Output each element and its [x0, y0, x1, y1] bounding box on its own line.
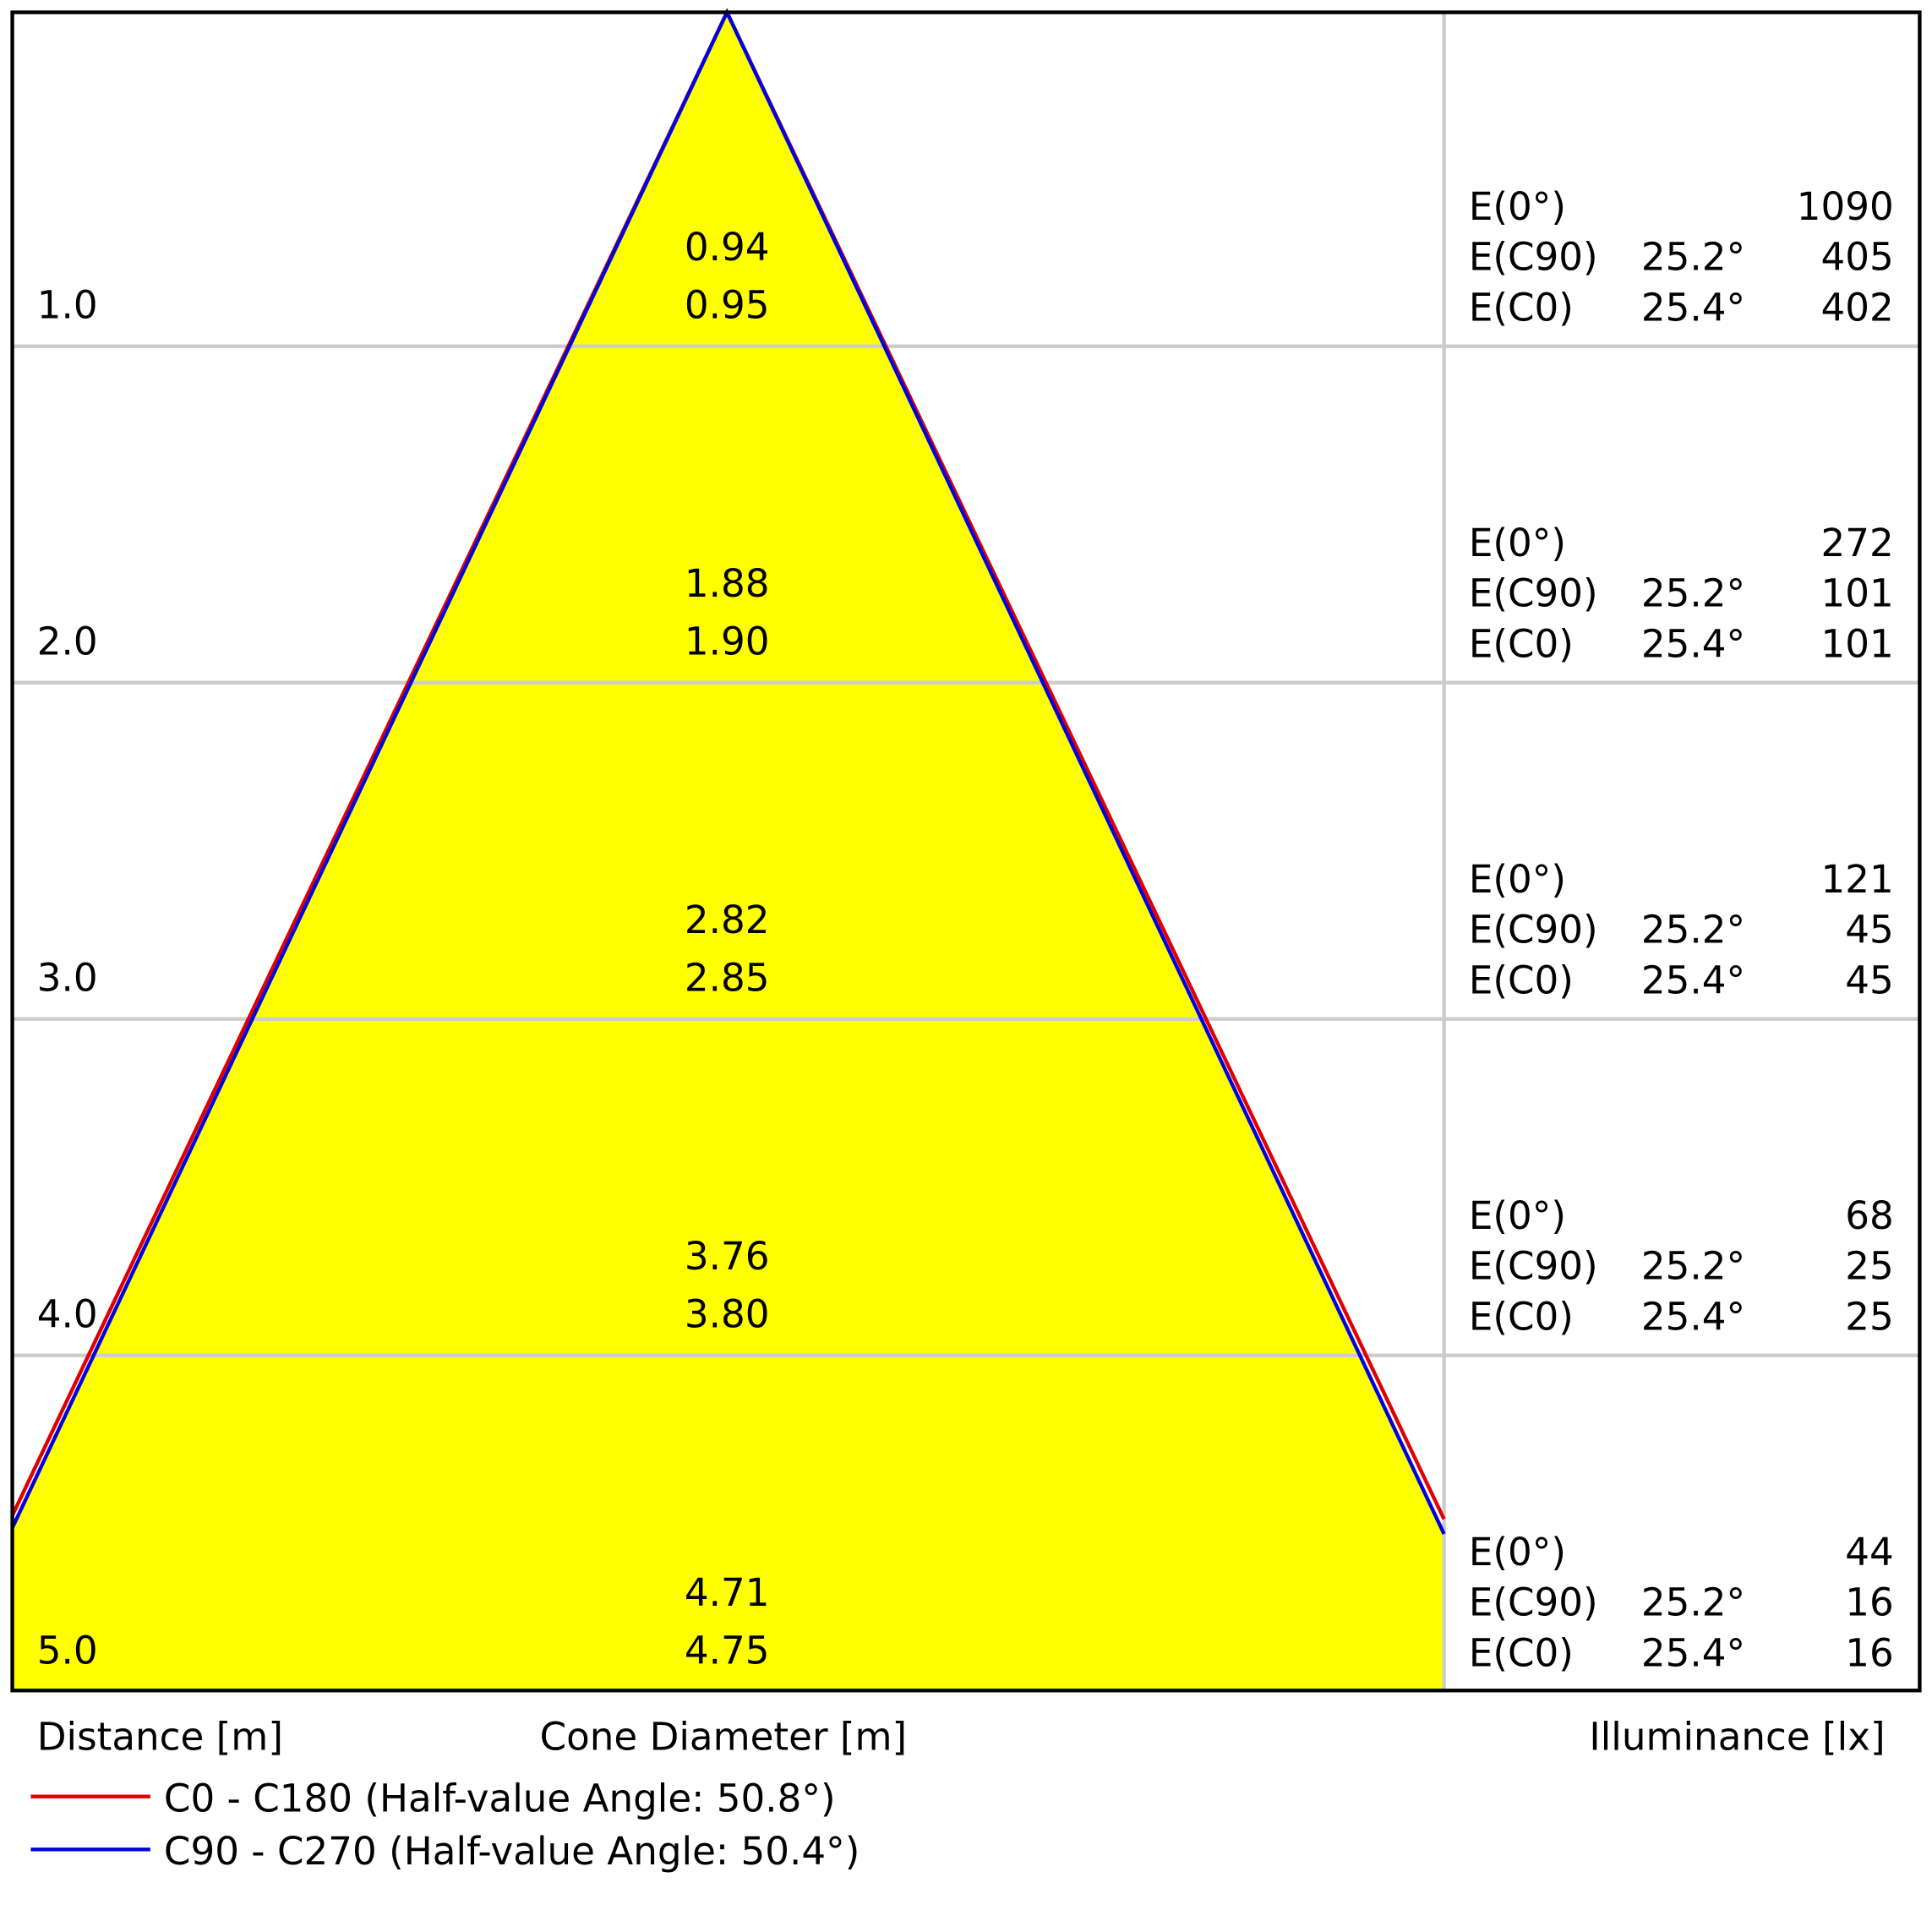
axis-label: Illuminance [lx] — [1589, 1715, 1885, 1760]
diameter-label: 4.75 — [685, 1629, 770, 1673]
diameter-label: 2.85 — [685, 955, 770, 1000]
diameter-label: 0.94 — [685, 225, 770, 270]
illuminance-label: E(C0) — [1469, 1294, 1574, 1339]
frame — [10, 10, 1922, 1693]
illuminance-value: 272 — [1821, 521, 1894, 565]
illuminance-value: 121 — [1821, 857, 1894, 902]
illuminance-label: E(C90) — [1469, 1580, 1598, 1625]
illuminance-angle: 25.2° — [1641, 571, 1745, 616]
illuminance-angle: 25.2° — [1641, 235, 1745, 280]
illuminance-label: E(C90) — [1469, 235, 1598, 280]
illuminance-value: 25 — [1845, 1294, 1894, 1339]
illuminance-value: 45 — [1845, 958, 1894, 1002]
diameter-label: 1.90 — [685, 619, 770, 663]
illuminance-value: 44 — [1845, 1530, 1894, 1575]
legend-label: C90 - C270 (Half-value Angle: 50.4°) — [164, 1829, 860, 1874]
illuminance-value: 68 — [1845, 1193, 1894, 1238]
illuminance-value: 402 — [1821, 285, 1894, 330]
illuminance-label: E(C0) — [1469, 621, 1574, 666]
illuminance-angle: 25.2° — [1641, 908, 1745, 952]
illuminance-label: E(C90) — [1469, 571, 1598, 616]
axis-label: Cone Diameter [m] — [540, 1715, 908, 1760]
illuminance-label: E(0°) — [1469, 1193, 1566, 1238]
illuminance-value: 101 — [1821, 571, 1894, 616]
axis-label: Distance [m] — [37, 1715, 283, 1760]
legend-label: C0 - C180 (Half-value Angle: 50.8°) — [164, 1776, 836, 1820]
illuminance-label: E(0°) — [1469, 521, 1566, 565]
illuminance-value: 45 — [1845, 908, 1894, 952]
distance-label: 4.0 — [37, 1292, 98, 1337]
illuminance-angle: 25.2° — [1641, 1244, 1745, 1289]
illuminance-angle: 25.4° — [1641, 1294, 1745, 1339]
diameter-label: 3.80 — [685, 1292, 770, 1337]
diameter-label: 0.95 — [685, 282, 770, 327]
illuminance-label: E(0°) — [1469, 857, 1566, 902]
row-grid — [12, 12, 1920, 1691]
illuminance-value: 1090 — [1797, 184, 1894, 229]
illuminance-label: E(0°) — [1469, 1530, 1566, 1575]
illuminance-value: 16 — [1845, 1630, 1894, 1675]
diameter-label: 3.76 — [685, 1234, 770, 1279]
distance-label: 5.0 — [37, 1629, 98, 1673]
diameter-label: 4.71 — [685, 1570, 770, 1615]
illuminance-label: E(0°) — [1469, 184, 1566, 229]
distance-label: 3.0 — [37, 955, 98, 1000]
diameter-label: 2.82 — [685, 898, 770, 942]
illuminance-value: 405 — [1821, 235, 1894, 280]
illuminance-angle: 25.4° — [1641, 1630, 1745, 1675]
illuminance-angle: 25.2° — [1641, 1580, 1745, 1625]
illuminance-angle: 25.4° — [1641, 621, 1745, 666]
illuminance-label: E(C90) — [1469, 908, 1598, 952]
illuminance-angle: 25.4° — [1641, 958, 1745, 1002]
illuminance-value: 16 — [1845, 1580, 1894, 1625]
illuminance-value: 25 — [1845, 1244, 1894, 1289]
illuminance-label: E(C0) — [1469, 1630, 1574, 1675]
illuminance-label: E(C90) — [1469, 1244, 1598, 1289]
illuminance-label: E(C0) — [1469, 285, 1574, 330]
illuminance-value: 101 — [1821, 621, 1894, 666]
illuminance-angle: 25.4° — [1641, 285, 1745, 330]
distance-label: 1.0 — [37, 282, 98, 327]
distance-label: 2.0 — [37, 619, 98, 663]
cone-fill — [12, 12, 1444, 1691]
illuminance-label: E(C0) — [1469, 958, 1574, 1002]
diameter-label: 1.88 — [685, 561, 770, 606]
